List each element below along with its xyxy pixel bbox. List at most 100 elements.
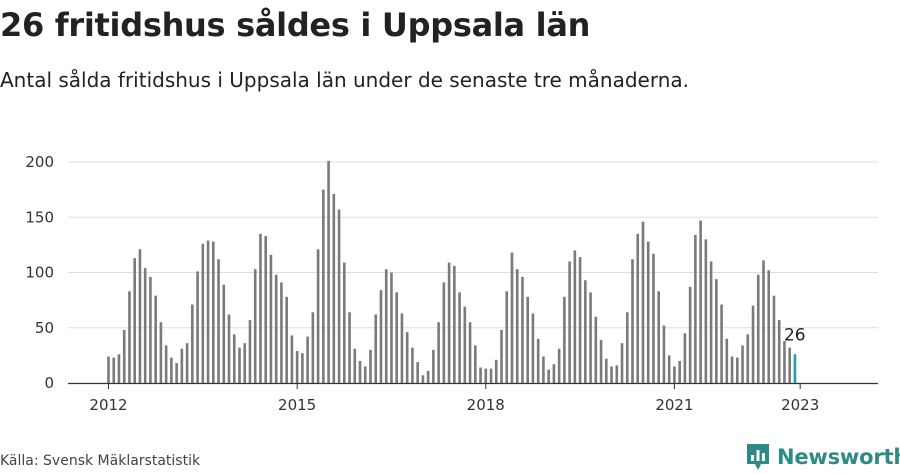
bar [201,243,205,383]
bar [589,292,592,383]
bar [164,345,168,383]
bar [599,339,603,383]
bar [751,305,755,383]
bar [641,221,645,383]
bar [500,329,503,383]
bar [458,292,461,383]
bar [280,282,283,383]
bar [295,350,299,383]
bar [191,304,194,383]
bar [521,276,524,383]
bar [741,345,744,383]
bar [652,253,655,383]
y-tick-label: 100 [25,264,54,282]
bar [772,295,776,383]
brand[interactable]: Newsworthy [745,442,900,472]
bar [212,241,215,383]
source-note: Källa: Svensk Mäklarstatistik [0,453,201,469]
y-tick-label: 0 [44,374,54,392]
bar [756,274,760,383]
bar [767,270,771,383]
bar [463,306,467,383]
bar [227,314,231,383]
bar [730,356,734,383]
bar [322,189,325,383]
bar [605,358,608,383]
bar [573,250,577,383]
bar [683,333,687,383]
bar [327,160,330,383]
x-tick-label: 2023 [781,396,819,414]
bar [568,261,571,383]
bar [474,345,477,383]
bar [620,343,624,383]
bar [788,347,791,383]
bar [736,357,739,383]
x-axis [68,382,878,389]
bar [442,282,446,383]
bar [447,262,451,383]
bar [662,325,666,383]
y-tick-label: 50 [35,319,54,337]
bar [421,375,425,383]
bar [746,334,750,383]
bar [384,269,388,383]
bar [232,334,236,383]
y-tick-label: 150 [25,208,54,226]
bar [657,291,660,383]
bar [274,274,278,383]
bar [432,349,435,383]
bars [107,160,797,383]
bar [259,233,262,383]
bar [374,314,378,383]
data-labels: 26 [784,325,806,345]
bar [453,265,456,383]
bar [369,349,372,383]
bar [468,322,472,383]
bar [196,271,199,383]
bar [395,292,398,383]
bar [505,291,509,383]
bar [484,368,488,383]
bar [122,329,126,383]
bar [363,366,367,383]
bar-latest [793,354,797,383]
bar [411,347,414,383]
bar [515,269,519,383]
bar [636,233,640,383]
bar [547,369,550,383]
bar [536,338,540,383]
x-axis-tick-labels: 2012 2015 2018 2021 2023 [89,396,819,414]
bar [479,367,482,383]
bar [667,355,671,383]
bar [510,252,514,383]
bar [306,336,309,383]
bar [243,343,247,383]
bar [725,338,729,383]
bar [238,347,241,383]
bar [301,353,304,383]
bar [248,320,252,383]
y-tick-label: 200 [25,153,54,171]
y-axis-tick-labels: 0 50 100 150 200 [25,153,54,392]
x-tick-label: 2015 [278,396,316,414]
bar [694,234,697,383]
bar [269,254,273,383]
grid-lines [68,161,878,329]
bar [526,296,529,383]
bar [783,341,786,383]
bar [437,322,440,383]
bar [615,365,619,383]
bar [720,304,723,383]
bar [133,258,136,383]
latest-value-label: 26 [784,325,806,345]
bar [128,291,131,383]
bar [777,320,781,383]
bar [631,259,634,383]
bar [285,296,288,383]
page-title: 26 fritidshus såldes i Uppsala län [0,6,591,44]
bar [494,359,498,383]
bar [264,236,267,383]
bar [531,313,535,383]
